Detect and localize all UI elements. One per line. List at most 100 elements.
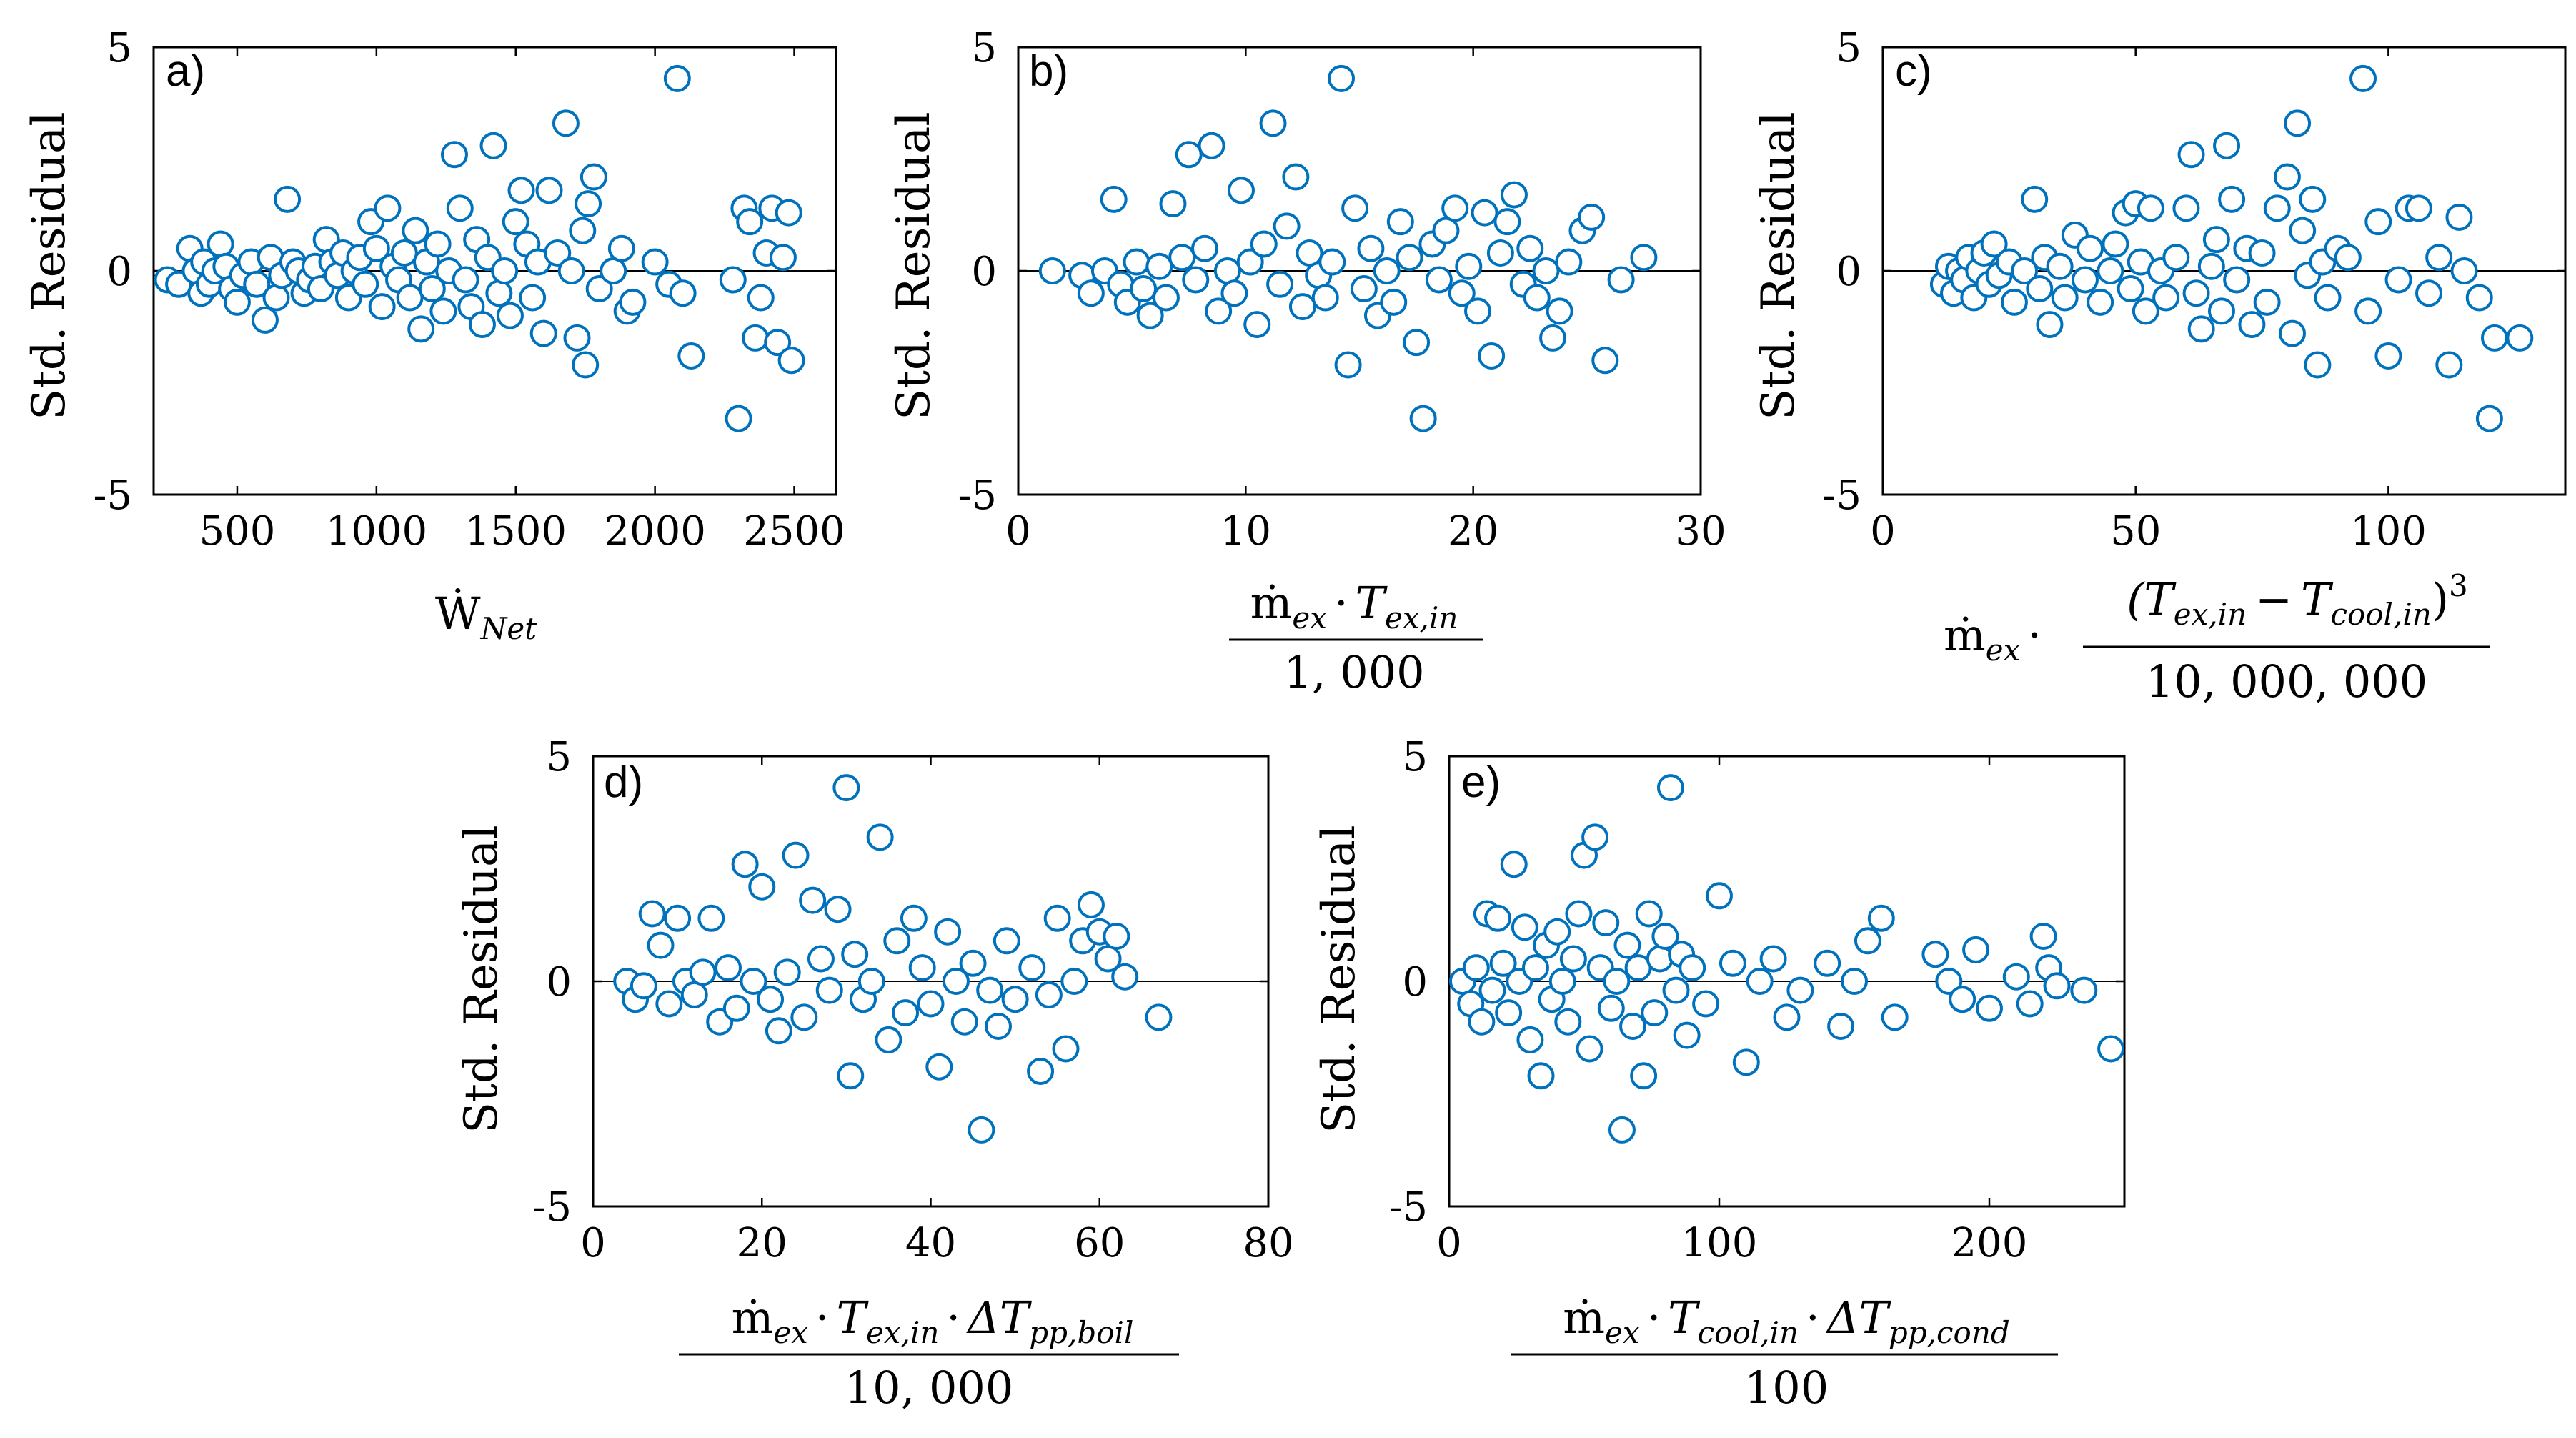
scatter-point: [1603, 968, 1631, 995]
y-tick-label: -5: [1388, 1184, 1428, 1231]
scatter-point: [1471, 199, 1498, 227]
scatter-point: [557, 257, 585, 284]
scatter-point: [837, 1062, 865, 1090]
scatter-point: [1396, 244, 1423, 272]
scatter-point: [2218, 185, 2246, 213]
scatter-point: [1881, 1003, 1909, 1031]
scatter-point: [2029, 923, 2057, 950]
panel-d: d) 0 20 40 60 80-505 Std. Residual ṁex · Tex,i…: [455, 734, 1294, 1414]
scatter-point: [697, 904, 725, 932]
x-axis-label-numerator: ṁex · Tcool,in · ΔTpp,cond: [1563, 1291, 2010, 1350]
scatter-point: [1380, 288, 1408, 316]
scatter-point: [1077, 891, 1105, 918]
scatter-point: [2263, 194, 2291, 222]
y-tick-label: -5: [958, 472, 997, 519]
scatter-point: [429, 297, 457, 325]
scatter-point: [2435, 351, 2463, 379]
scatter-point: [2016, 990, 2044, 1018]
scatter-point: [1746, 968, 1774, 995]
scatter-point: [1145, 252, 1173, 280]
scatter-point: [1500, 181, 1528, 209]
scatter-point: [418, 275, 446, 303]
scatter-point: [2077, 234, 2104, 262]
scatter-point: [1052, 1035, 1080, 1063]
scatter-point: [2026, 275, 2054, 303]
scatter-point: [491, 257, 519, 284]
scatter-point: [824, 896, 852, 923]
scatter-point: [1441, 194, 1469, 222]
scatter-point: [1516, 234, 1544, 262]
scatter-point: [2137, 194, 2164, 222]
x-tick-label: 20: [737, 1220, 787, 1266]
x-tick-label: 40: [905, 1220, 956, 1266]
scatter-point: [1373, 257, 1401, 284]
scatter-point: [2238, 311, 2266, 339]
scatter-point: [619, 288, 647, 316]
x-axis-label-denominator: 10, 000: [845, 1362, 1014, 1414]
scatter-point: [985, 1013, 1012, 1040]
scatter-point: [1592, 909, 1620, 937]
scatter-point: [607, 234, 635, 262]
scatter-point: [507, 177, 535, 204]
scatter-point: [1641, 999, 1669, 1027]
scatter-point: [1578, 203, 1606, 231]
scatter-point: [2177, 141, 2205, 169]
scatter-point: [1949, 986, 1976, 1013]
scatter-point: [765, 1017, 792, 1045]
scatter-point: [1478, 342, 1506, 370]
y-tick-label: 5: [971, 25, 997, 71]
scatter-point: [1468, 1008, 1496, 1036]
y-tick-label: 0: [546, 959, 572, 1006]
scatter-point: [2384, 266, 2412, 294]
scatter-point: [1027, 1058, 1055, 1085]
scatter-point: [1651, 923, 1679, 950]
scatter-point: [883, 927, 911, 955]
scatter-point: [1484, 904, 1512, 932]
scatter-point: [719, 266, 747, 294]
scatter-point: [2273, 163, 2301, 191]
scatter-point: [741, 324, 769, 352]
x-axis-label-factor: ṁex ·: [1944, 609, 2042, 668]
scatter-point: [2117, 275, 2144, 303]
scatter-point: [736, 208, 764, 236]
panel-label: b): [1029, 46, 1068, 96]
scatter-point: [1386, 208, 1414, 236]
scatter-point: [2304, 351, 2332, 379]
scatter-point: [1867, 904, 1895, 932]
scatter-point: [1630, 1062, 1658, 1090]
scatter-point: [2405, 194, 2432, 222]
scatter-point: [2162, 244, 2190, 272]
scatter-point: [807, 945, 835, 973]
scatter-point: [1266, 270, 1294, 298]
scatter-point: [485, 279, 513, 307]
scatter-point: [2465, 284, 2493, 312]
y-tick-label: 5: [1402, 734, 1428, 780]
scatter-point: [1679, 954, 1706, 982]
scatter-point: [1250, 230, 1278, 258]
scatter-point: [1773, 1003, 1801, 1031]
scatter-point: [747, 284, 775, 312]
scatter-point: [600, 257, 627, 284]
scatter-point: [407, 315, 435, 343]
scatter-point: [1341, 194, 1369, 222]
scatter-point: [731, 851, 759, 878]
scatter-point: [1554, 1008, 1582, 1036]
scatter-point: [1213, 257, 1241, 284]
scatter-point: [1607, 266, 1635, 294]
scatter-point: [968, 1116, 995, 1144]
scatter-point: [1548, 968, 1576, 995]
scatter-point: [2011, 257, 2039, 284]
scatter-point: [715, 954, 742, 982]
scatter-point: [875, 1026, 902, 1053]
scatter-point: [502, 208, 529, 236]
scatter-point: [1350, 275, 1378, 303]
scatter-point: [1168, 244, 1196, 272]
y-tick-label: 5: [106, 25, 132, 71]
scatter-point: [799, 886, 827, 914]
scatter-point: [1493, 208, 1521, 236]
y-axis-label: Std. Residual: [1752, 111, 1805, 420]
scatter-point: [535, 177, 563, 204]
scatter-point: [2197, 252, 2225, 280]
scatter-point: [368, 293, 396, 321]
